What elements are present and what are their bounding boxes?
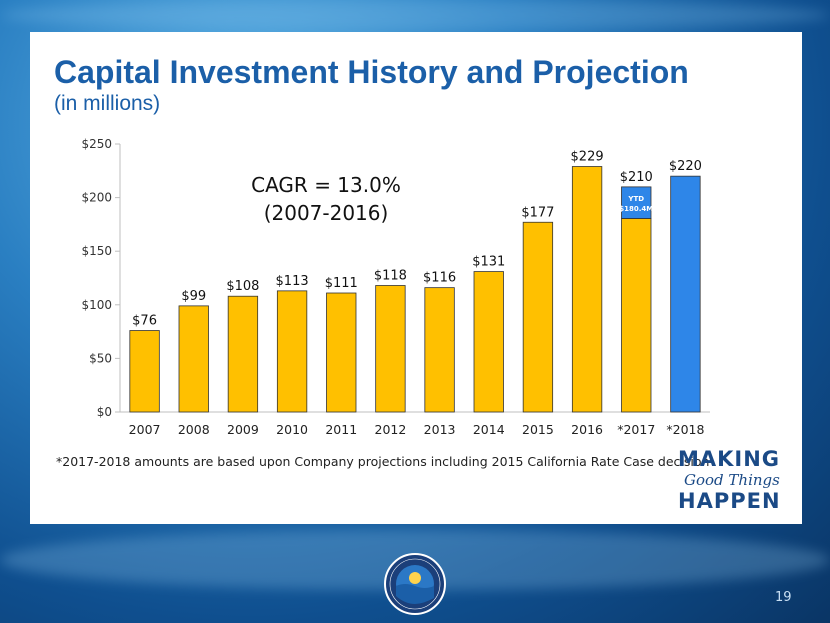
y-tick-label: $50 (89, 351, 112, 365)
value-labels: $76 $99 $108 $113 $111 $118 $116 $131 $177 $229 YT… (132, 150, 702, 329)
x-tick-label: 2013 (424, 422, 456, 437)
data-label: $108 (226, 279, 259, 294)
bar-2014 (473, 271, 504, 413)
data-label: $113 (276, 274, 309, 289)
y-tick-label: $0 (97, 405, 112, 419)
x-tick-label: *2018 (666, 422, 704, 437)
bar-2017-remaining (621, 186, 652, 220)
data-label: $220 (669, 159, 702, 174)
bar-2013 (424, 287, 455, 413)
slide-title: Capital Investment History and Projectio… (54, 54, 689, 90)
ytd-label: YTD (627, 195, 644, 203)
x-tick-label: 2007 (129, 422, 161, 437)
bar-2009 (227, 295, 259, 413)
page-number: 19 (775, 590, 792, 605)
slide-subtitle: (in millions) (54, 92, 161, 115)
bar-2010 (276, 290, 308, 413)
data-label: $116 (423, 271, 456, 286)
california-water-seal-logo (384, 553, 446, 615)
data-label: $76 (132, 314, 157, 329)
x-tick-label: 2009 (227, 422, 259, 437)
bar-2018 (670, 175, 701, 413)
data-label: $177 (521, 205, 554, 220)
slide-panel: Capital Investment History and Projectio… (30, 32, 802, 524)
data-label: $118 (374, 269, 407, 284)
cagr-annotation: CAGR = 13.0% (251, 173, 401, 197)
ytd-value-label: $180.4M (619, 205, 653, 213)
bar-2015 (522, 221, 554, 413)
bar-2017-ytd (621, 218, 652, 413)
x-tick-label: 2014 (473, 422, 505, 437)
x-tick-label: 2010 (276, 422, 308, 437)
y-tick-label: $250 (81, 137, 112, 151)
x-tick-label: 2012 (375, 422, 407, 437)
data-label: $229 (571, 150, 604, 165)
bar-2012 (375, 285, 406, 413)
bar-2011 (326, 292, 357, 413)
data-label: $131 (472, 255, 505, 270)
data-label: $99 (181, 289, 206, 304)
logo-line-2: Good Things (684, 471, 780, 489)
bars (129, 166, 701, 413)
data-label: $111 (325, 276, 358, 291)
x-tick-label: 2016 (571, 422, 603, 437)
x-axis: 2007 2008 2009 2010 2011 2012 2013 2014 2015 2016… (120, 411, 710, 437)
x-tick-label: 2011 (325, 422, 357, 437)
y-tick-label: $200 (81, 191, 112, 205)
bar-2007 (129, 330, 160, 413)
bar-2008 (178, 305, 209, 413)
y-tick-label: $150 (81, 244, 112, 258)
y-axis: $0 $50 $100 $150 $200 $250 (81, 137, 121, 419)
x-tick-label: 2008 (178, 422, 210, 437)
logo-line-1: MAKING (678, 447, 781, 471)
footnote: *2017-2018 amounts are based upon Compan… (56, 454, 710, 469)
x-tick-label: *2017 (617, 422, 655, 437)
cagr-period-annotation: (2007-2016) (264, 201, 389, 225)
logo-line-3: HAPPEN (678, 489, 781, 513)
making-good-things-happen-logo: MAKING Good Things HAPPEN (678, 448, 788, 512)
y-tick-label: $100 (81, 298, 112, 312)
capital-investment-bar-chart: $0$50$100$150$200$250 2007 2008 2009 2010 20… (81, 137, 710, 437)
bar-2016 (571, 166, 603, 413)
data-label: $210 (620, 170, 653, 185)
x-tick-label: 2015 (522, 422, 554, 437)
